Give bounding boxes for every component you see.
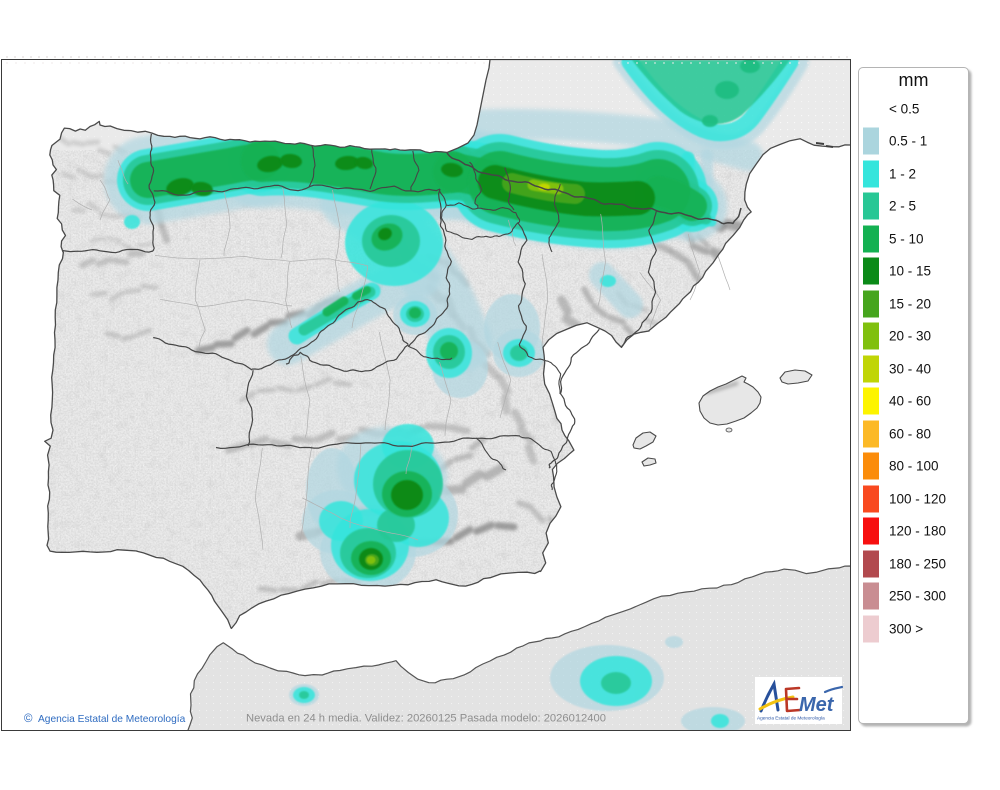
- svg-text:Met: Met: [799, 694, 835, 716]
- svg-text:Agencia Estatal de Meteorologí: Agencia Estatal de Meteorología: [757, 716, 825, 721]
- svg-text:©: ©: [24, 713, 33, 725]
- svg-text:Agencia Estatal de Meteorologí: Agencia Estatal de Meteorología: [38, 714, 186, 725]
- svg-text:Nevada en 24 h media. Validez:: Nevada en 24 h media. Validez: 20260125 …: [246, 713, 606, 725]
